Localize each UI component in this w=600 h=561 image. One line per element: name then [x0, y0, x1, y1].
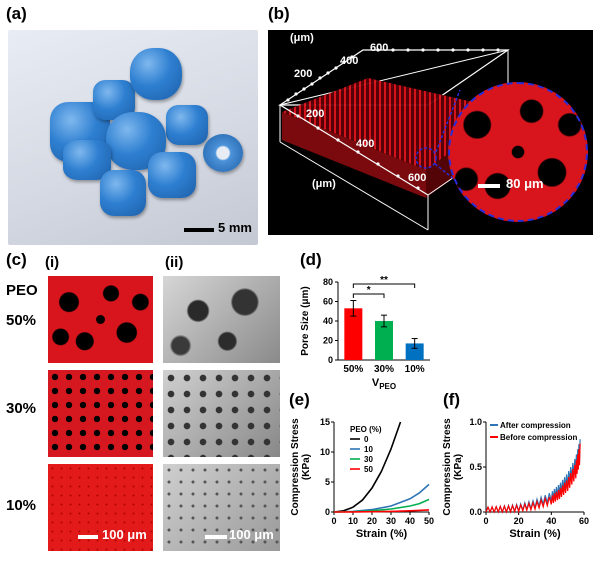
bar-10% — [405, 343, 424, 360]
hydrogel-piece — [166, 105, 208, 145]
bar-50% — [344, 308, 363, 360]
scale-text-b: 80 μm — [506, 176, 544, 191]
x-tick-label: 50 — [424, 516, 434, 526]
panel-label-f: (f) — [443, 390, 460, 409]
y-axis-label-d: Pore Size (μm) — [300, 286, 311, 355]
x-tick-label: 0 — [331, 516, 336, 526]
legend-label-1: Before compression — [500, 433, 577, 442]
col-label-i: (i) — [45, 254, 60, 271]
hydrogel-piece — [100, 170, 146, 216]
y-tick-label: 1.0 — [469, 417, 482, 427]
axis-tick-side-200: 200 — [306, 108, 325, 120]
legend-title-e: PEO (%) — [350, 425, 382, 434]
y-axis-label-line2: (KPa) — [301, 454, 312, 480]
legend-label-0: 0 — [364, 435, 369, 444]
scale-bar-ci — [78, 535, 98, 539]
axis-tick-top-400: 400 — [340, 55, 359, 67]
y-tick-label: 10 — [320, 447, 330, 457]
x-tick-label: 10 — [348, 516, 358, 526]
legend-label-30: 30 — [364, 455, 373, 464]
series-line-0 — [333, 421, 402, 513]
sig-label-2: ** — [380, 275, 388, 286]
confocal-image-30 — [48, 370, 153, 457]
y-axis-label-line1: Compression Stress — [442, 418, 453, 516]
legend-label-0: After compression — [500, 421, 571, 430]
panel-label-e: (e) — [289, 390, 310, 409]
scale-text-ci: 100 μm — [102, 527, 147, 542]
hydrogel-piece — [130, 48, 182, 100]
y-tick-label-d: 20 — [323, 336, 333, 346]
axis-tick-side-400: 400 — [356, 138, 375, 150]
x-axis-label: Strain (%) — [509, 528, 561, 540]
x-tick-label-d: 50% — [343, 364, 363, 375]
row-label-30: 30% — [6, 400, 37, 417]
hydrogel-photo: 5 mm — [8, 30, 258, 245]
x-tick-label: 60 — [579, 516, 589, 526]
y-axis-label-line2: (KPa) — [453, 454, 464, 480]
scale-bar-b — [478, 184, 500, 188]
sem-image-50 — [163, 276, 280, 363]
y-tick-label-d: 40 — [323, 316, 333, 326]
confocal-image-50 — [48, 276, 153, 363]
axis-tick-side-600: 600 — [408, 172, 427, 184]
peo-header: PEO — [6, 282, 38, 299]
row-label-50: 50% — [6, 312, 37, 329]
sig-bracket-1 — [352, 293, 385, 298]
y-tick-label-d: 60 — [323, 297, 333, 307]
x-axis-label-d: VPEO — [372, 377, 396, 391]
x-tick-label: 0 — [483, 516, 488, 526]
x-tick-label: 20 — [367, 516, 377, 526]
scale-bar-cii — [205, 535, 227, 539]
axis-tick-top-600: 600 — [370, 42, 389, 54]
series-line-10 — [333, 483, 430, 513]
axis-tick-top-200: 200 — [294, 68, 313, 80]
x-tick-label-d: 10% — [405, 364, 425, 375]
y-tick-label: 0 — [325, 507, 330, 517]
row-label-10: 10% — [6, 497, 37, 514]
sem-image-30 — [163, 370, 280, 457]
x-tick-label: 20 — [514, 516, 524, 526]
confocal-3d-panel: (μm) 200 400 600 200 400 600 (μm) 80 μm — [268, 30, 593, 235]
axis-unit-side: (μm) — [312, 178, 336, 190]
series-line-before-compression — [485, 443, 581, 514]
confocal-image-10: 100 μm — [48, 464, 153, 551]
hydrogel-ring — [203, 134, 243, 172]
x-tick-label: 30 — [386, 516, 396, 526]
panel-label-d: (d) — [300, 250, 322, 269]
sig-bracket-2 — [352, 283, 416, 288]
scale-text-cii: 100 μm — [229, 527, 274, 542]
y-tick-label: 0.5 — [469, 462, 482, 472]
legend-label-10: 10 — [364, 445, 373, 454]
bar-30% — [375, 321, 393, 360]
scale-bar-a — [184, 228, 214, 232]
y-tick-label: 0.0 — [469, 507, 482, 517]
hydrogel-piece — [148, 152, 196, 198]
panel-label-c: (c) — [6, 250, 27, 269]
axis-unit-top: (μm) — [290, 32, 314, 44]
chart-f: 0 20 40 60 0.0 0.5 1.0 Compression Stress (KPa) S… — [442, 417, 589, 540]
x-tick-label-d: 30% — [374, 364, 394, 375]
y-tick-label-d: 80 — [323, 277, 333, 287]
scale-text-a: 5 mm — [218, 220, 252, 235]
y-axis-label-line1: Compression Stress — [290, 418, 301, 516]
sem-image-10: 100 μm — [163, 464, 280, 551]
panel-label-a: (a) — [6, 4, 27, 23]
col-label-ii: (ii) — [165, 254, 184, 271]
x-tick-label: 40 — [546, 516, 556, 526]
sig-label-1: * — [367, 285, 371, 296]
series-line-50 — [333, 509, 430, 513]
panel-label-b: (b) — [268, 4, 290, 23]
legend-label-50: 50 — [364, 465, 373, 474]
y-tick-label: 5 — [325, 477, 330, 487]
y-tick-label-d: 0 — [328, 355, 333, 365]
x-axis-label: Strain (%) — [356, 528, 408, 540]
x-tick-label: 40 — [405, 516, 415, 526]
zoom-inset-circle: 80 μm — [448, 82, 588, 222]
y-tick-label: 15 — [320, 417, 330, 427]
